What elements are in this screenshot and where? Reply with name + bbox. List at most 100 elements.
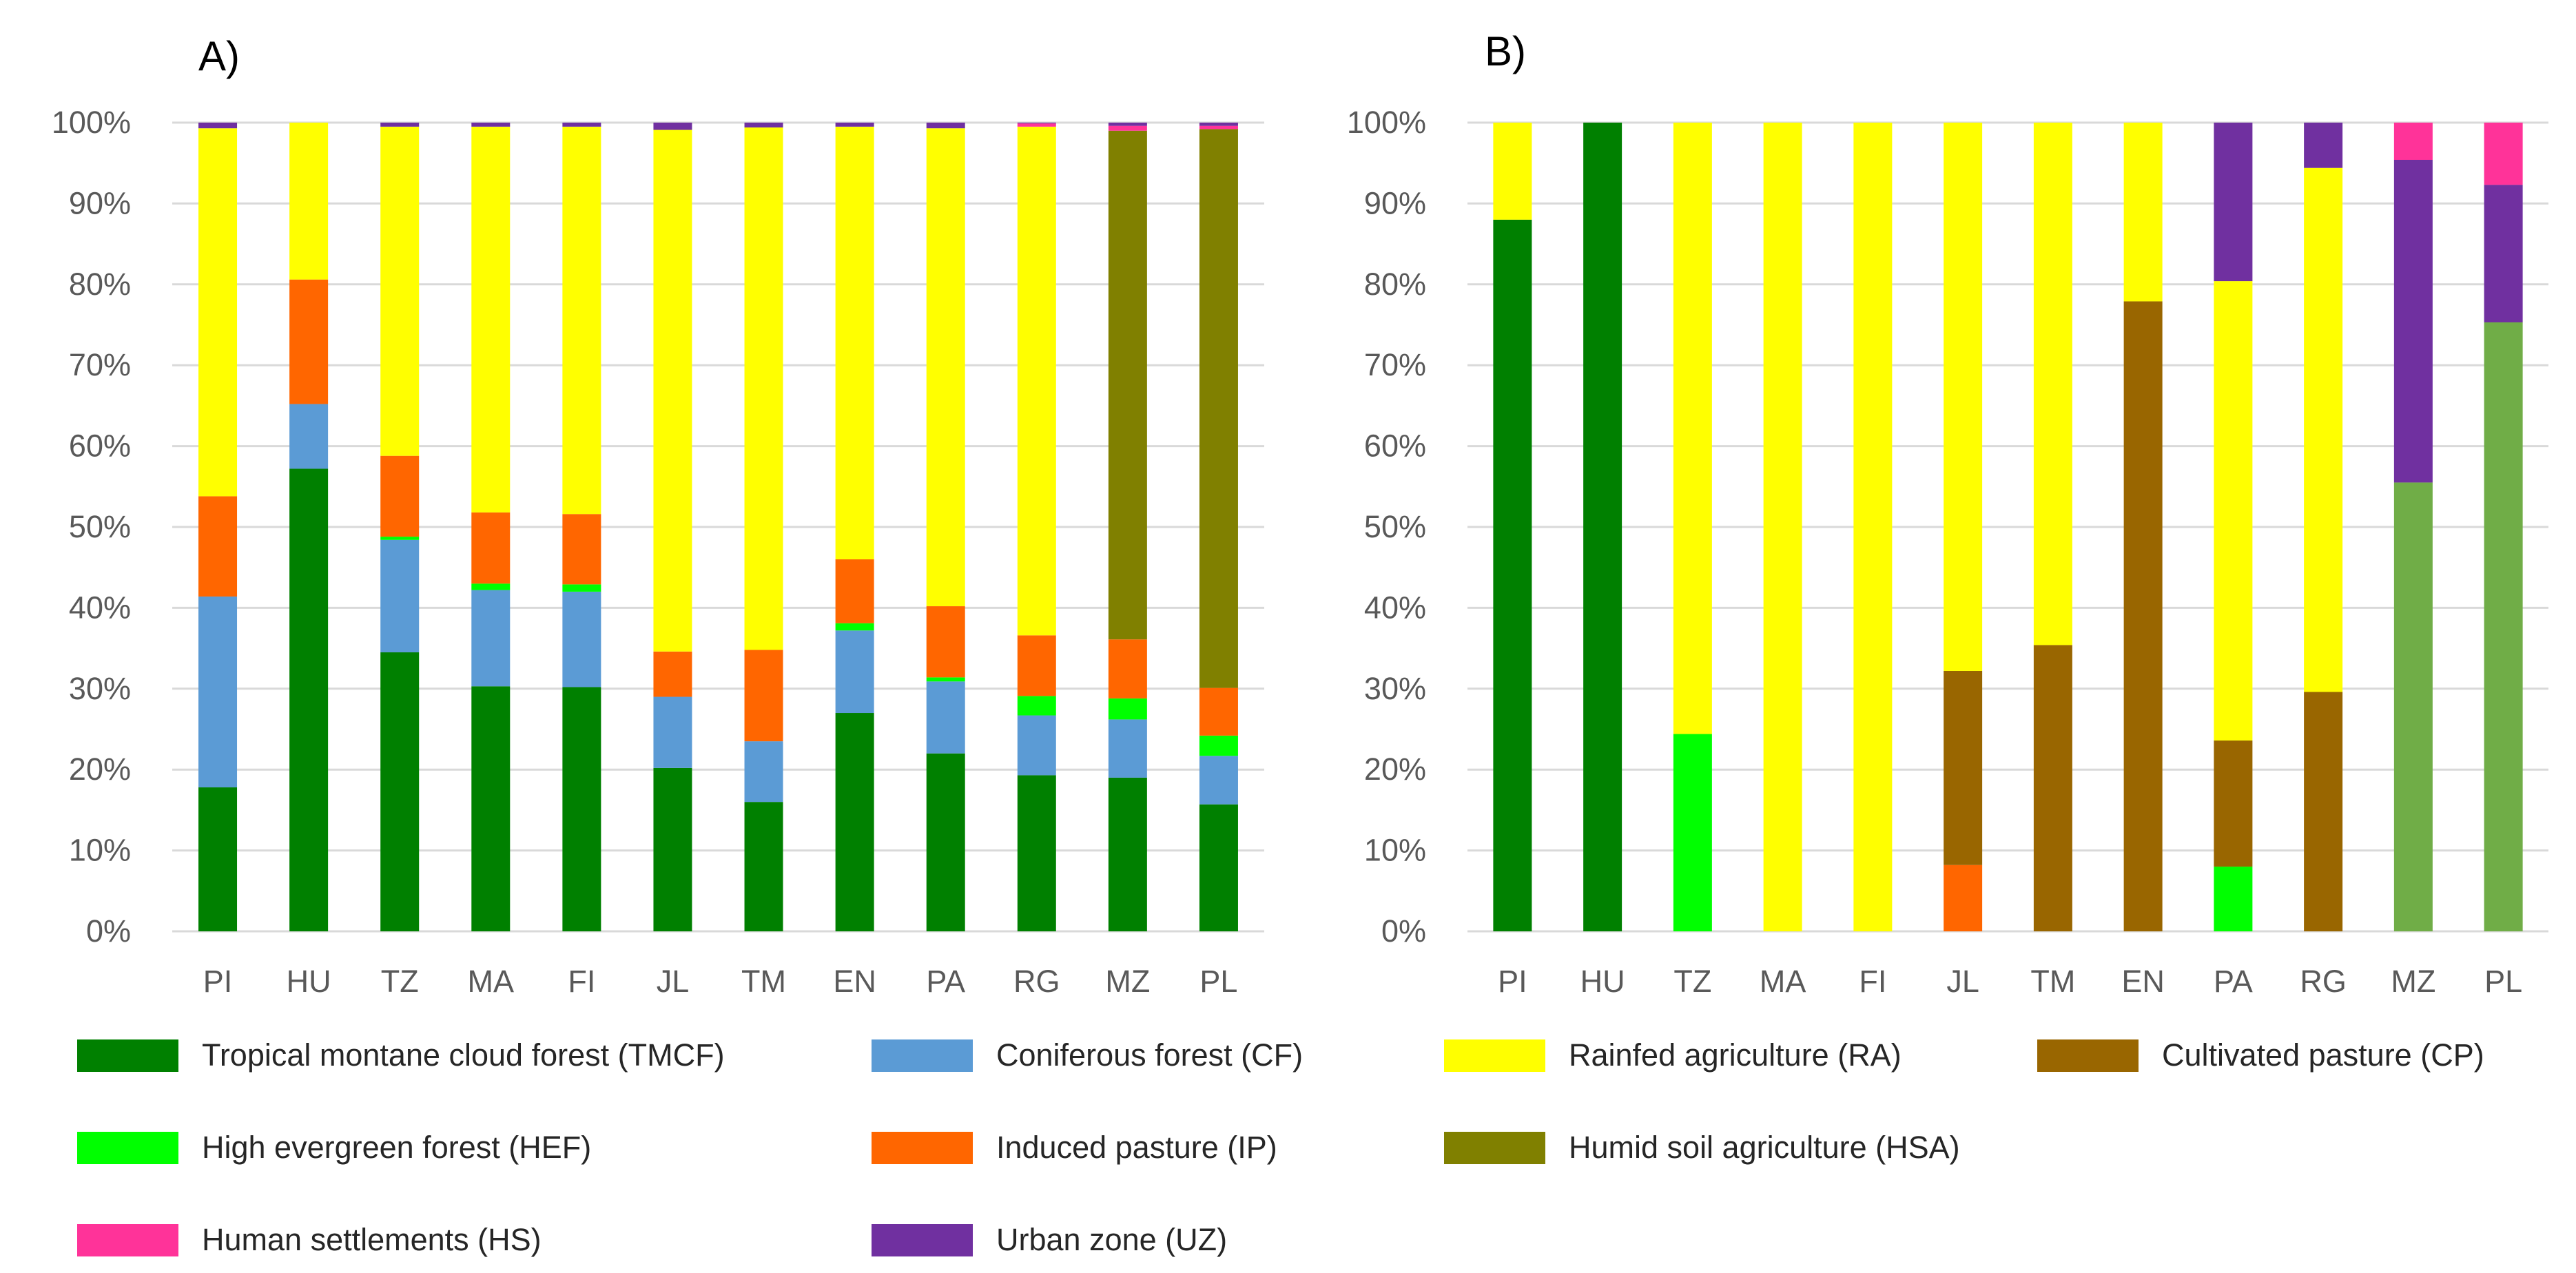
- bar-segment-ra: [198, 128, 238, 497]
- bar-segment-uz: [2304, 123, 2343, 168]
- x-tick-label: FI: [1859, 964, 1886, 999]
- y-tick-label: 10%: [1364, 833, 1426, 868]
- bar-segment-ra: [380, 126, 420, 456]
- bar-segment-cf: [926, 681, 965, 754]
- bar-segment-ip: [198, 496, 238, 597]
- x-tick-label: JL: [1946, 964, 1979, 999]
- bar-segment-uz: [198, 123, 238, 129]
- y-tick-label: 0%: [1381, 913, 1426, 949]
- bar-segment-ra2: [2484, 322, 2523, 931]
- bar-segment-cf: [744, 741, 783, 803]
- bar-segment-hef: [1017, 696, 1056, 716]
- bar-segment-ip: [1944, 865, 1983, 931]
- x-tick-label: MZ: [2391, 964, 2435, 999]
- bar-segment-ip: [653, 651, 692, 697]
- bar-segment-ra: [2214, 281, 2253, 741]
- x-tick-label: TZ: [381, 964, 419, 999]
- bar-segment-cp: [2304, 692, 2343, 931]
- x-tick-label: PL: [1199, 964, 1237, 999]
- bar-segment-ra: [1673, 123, 1712, 734]
- bar-segment-uz: [562, 123, 601, 127]
- x-tick-label: EN: [833, 964, 876, 999]
- y-tick-label: 100%: [52, 105, 131, 140]
- y-tick-label: 40%: [69, 590, 131, 625]
- x-tick-label: HU: [1580, 964, 1625, 999]
- bar-segment-ra: [562, 126, 601, 515]
- bar-segment-ra2: [2393, 482, 2433, 931]
- bar-segment-cf: [380, 539, 420, 652]
- y-tick-label: 50%: [1364, 509, 1426, 544]
- x-tick-label: PL: [2484, 964, 2522, 999]
- bar-segment-cf: [562, 591, 601, 687]
- bar-segment-uz: [471, 123, 511, 127]
- x-tick-label: TM: [2030, 964, 2075, 999]
- bar-segment-hef: [471, 583, 511, 590]
- bar-segment-ip: [1108, 639, 1147, 698]
- bar-segment-ip: [562, 514, 601, 585]
- bar-segment-cf: [198, 596, 238, 788]
- x-tick-label: HU: [287, 964, 331, 999]
- bar-segment-tmcf: [744, 802, 783, 931]
- bar-segment-ra: [289, 123, 329, 280]
- bar-segment-tmcf: [471, 686, 511, 931]
- bar-segment-ip: [926, 606, 965, 678]
- y-tick-label: 70%: [1364, 347, 1426, 382]
- bar-segment-ra: [471, 126, 511, 513]
- bar-segment-tmcf: [198, 787, 238, 931]
- bar-segment-ra: [2033, 123, 2072, 645]
- bar-segment-uz: [380, 123, 420, 127]
- x-tick-label: JL: [657, 964, 690, 999]
- y-tick-label: 40%: [1364, 590, 1426, 625]
- bar-segment-ip: [289, 279, 329, 404]
- bar-segment-ra: [2304, 167, 2343, 692]
- y-tick-label: 60%: [69, 428, 131, 464]
- bar-segment-ra: [2123, 123, 2163, 302]
- bar-segment-uz: [1199, 123, 1238, 126]
- bar-segment-hef: [926, 677, 965, 682]
- bar-segment-ip: [1017, 635, 1056, 696]
- y-tick-label: 80%: [1364, 267, 1426, 302]
- bar-segment-ip: [1199, 687, 1238, 736]
- bar-segment-uz: [2393, 160, 2433, 483]
- bar-segment-cf: [1017, 715, 1056, 776]
- bar-segment-hef: [380, 537, 420, 540]
- bar-segment-tmcf: [1017, 775, 1056, 931]
- chart-a: 0% 10% 20% 30% 40% 50% 60% 70% 80% 90% 100% PI HU TZ M…: [52, 105, 1264, 999]
- bar-segment-tmcf: [835, 713, 874, 931]
- bar-segment-tmcf: [1199, 804, 1238, 931]
- bar-segment-tmcf: [1108, 777, 1147, 931]
- x-tick-label: TM: [741, 964, 786, 999]
- bar-segment-uz: [2214, 123, 2253, 282]
- bar-segment-cf: [835, 630, 874, 714]
- y-tick-label: 30%: [69, 671, 131, 706]
- bar-segment-hsa: [1108, 130, 1147, 640]
- x-tick-label: MZ: [1105, 964, 1150, 999]
- bar-segment-hsa: [1199, 129, 1238, 688]
- bar-segment-ra: [744, 127, 783, 650]
- bar-segment-ip: [380, 455, 420, 537]
- x-tick-label: PA: [926, 964, 965, 999]
- bar-segment-ra: [1944, 123, 1983, 671]
- bar-segment-ra: [1763, 123, 1802, 931]
- bar-segment-uz: [1108, 123, 1147, 126]
- chart-b: 0% 10% 20% 30% 40% 50% 60% 70% 80% 90% 100% PI HU TZ M…: [1347, 105, 2548, 999]
- bar-segment-uz: [744, 123, 783, 128]
- bar-segment-cf: [1108, 719, 1147, 778]
- y-tick-label: 90%: [69, 185, 131, 220]
- y-tick-label: 10%: [69, 833, 131, 868]
- bar-segment-hef: [2214, 867, 2253, 931]
- x-tick-label: FI: [568, 964, 595, 999]
- bar-segment-uz: [835, 123, 874, 127]
- bar-segment-cp: [2033, 645, 2072, 931]
- bar-segment-hs: [2393, 123, 2433, 161]
- bar-segment-tmcf: [926, 753, 965, 931]
- chart-a-title: A): [198, 33, 240, 79]
- y-tick-label: 70%: [69, 347, 131, 382]
- bar-segment-ra: [1017, 126, 1056, 636]
- bar-segment-cf: [289, 404, 329, 469]
- bar-segment-cp: [2123, 301, 2163, 932]
- x-tick-label: PA: [2214, 964, 2253, 999]
- bar-segment-uz: [2484, 185, 2523, 322]
- x-tick-label: PI: [1498, 964, 1527, 999]
- bar-segment-tmcf: [1583, 123, 1622, 931]
